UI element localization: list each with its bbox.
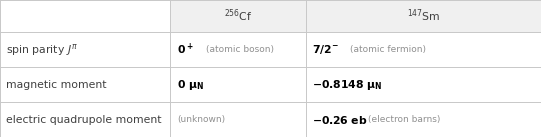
- Text: $^{256}$Cf: $^{256}$Cf: [224, 8, 252, 24]
- Bar: [170, 0, 306, 32]
- Text: $\mathbf{0^+}$: $\mathbf{0^+}$: [177, 42, 194, 57]
- Text: $^{147}$Sm: $^{147}$Sm: [406, 8, 440, 24]
- Bar: [306, 0, 541, 32]
- Text: (unknown): (unknown): [177, 115, 225, 124]
- Text: (atomic fermion): (atomic fermion): [350, 45, 426, 54]
- Text: spin parity $J^{\pi}$: spin parity $J^{\pi}$: [6, 42, 78, 58]
- Text: (atomic boson): (atomic boson): [206, 45, 274, 54]
- Text: $\mathbf{-0.8148}\ \mathbf{\mu_N}$: $\mathbf{-0.8148}\ \mathbf{\mu_N}$: [312, 78, 382, 92]
- Text: magnetic moment: magnetic moment: [6, 80, 107, 90]
- Text: $\mathbf{-0.26\ eb}$: $\mathbf{-0.26\ eb}$: [312, 114, 368, 125]
- Text: $\mathbf{7/2^{-}}$: $\mathbf{7/2^{-}}$: [312, 43, 339, 56]
- Text: $\mathbf{0}\ \mathbf{\mu_N}$: $\mathbf{0}\ \mathbf{\mu_N}$: [177, 78, 204, 92]
- Text: electric quadrupole moment: electric quadrupole moment: [6, 115, 162, 125]
- Text: (electron barns): (electron barns): [368, 115, 440, 124]
